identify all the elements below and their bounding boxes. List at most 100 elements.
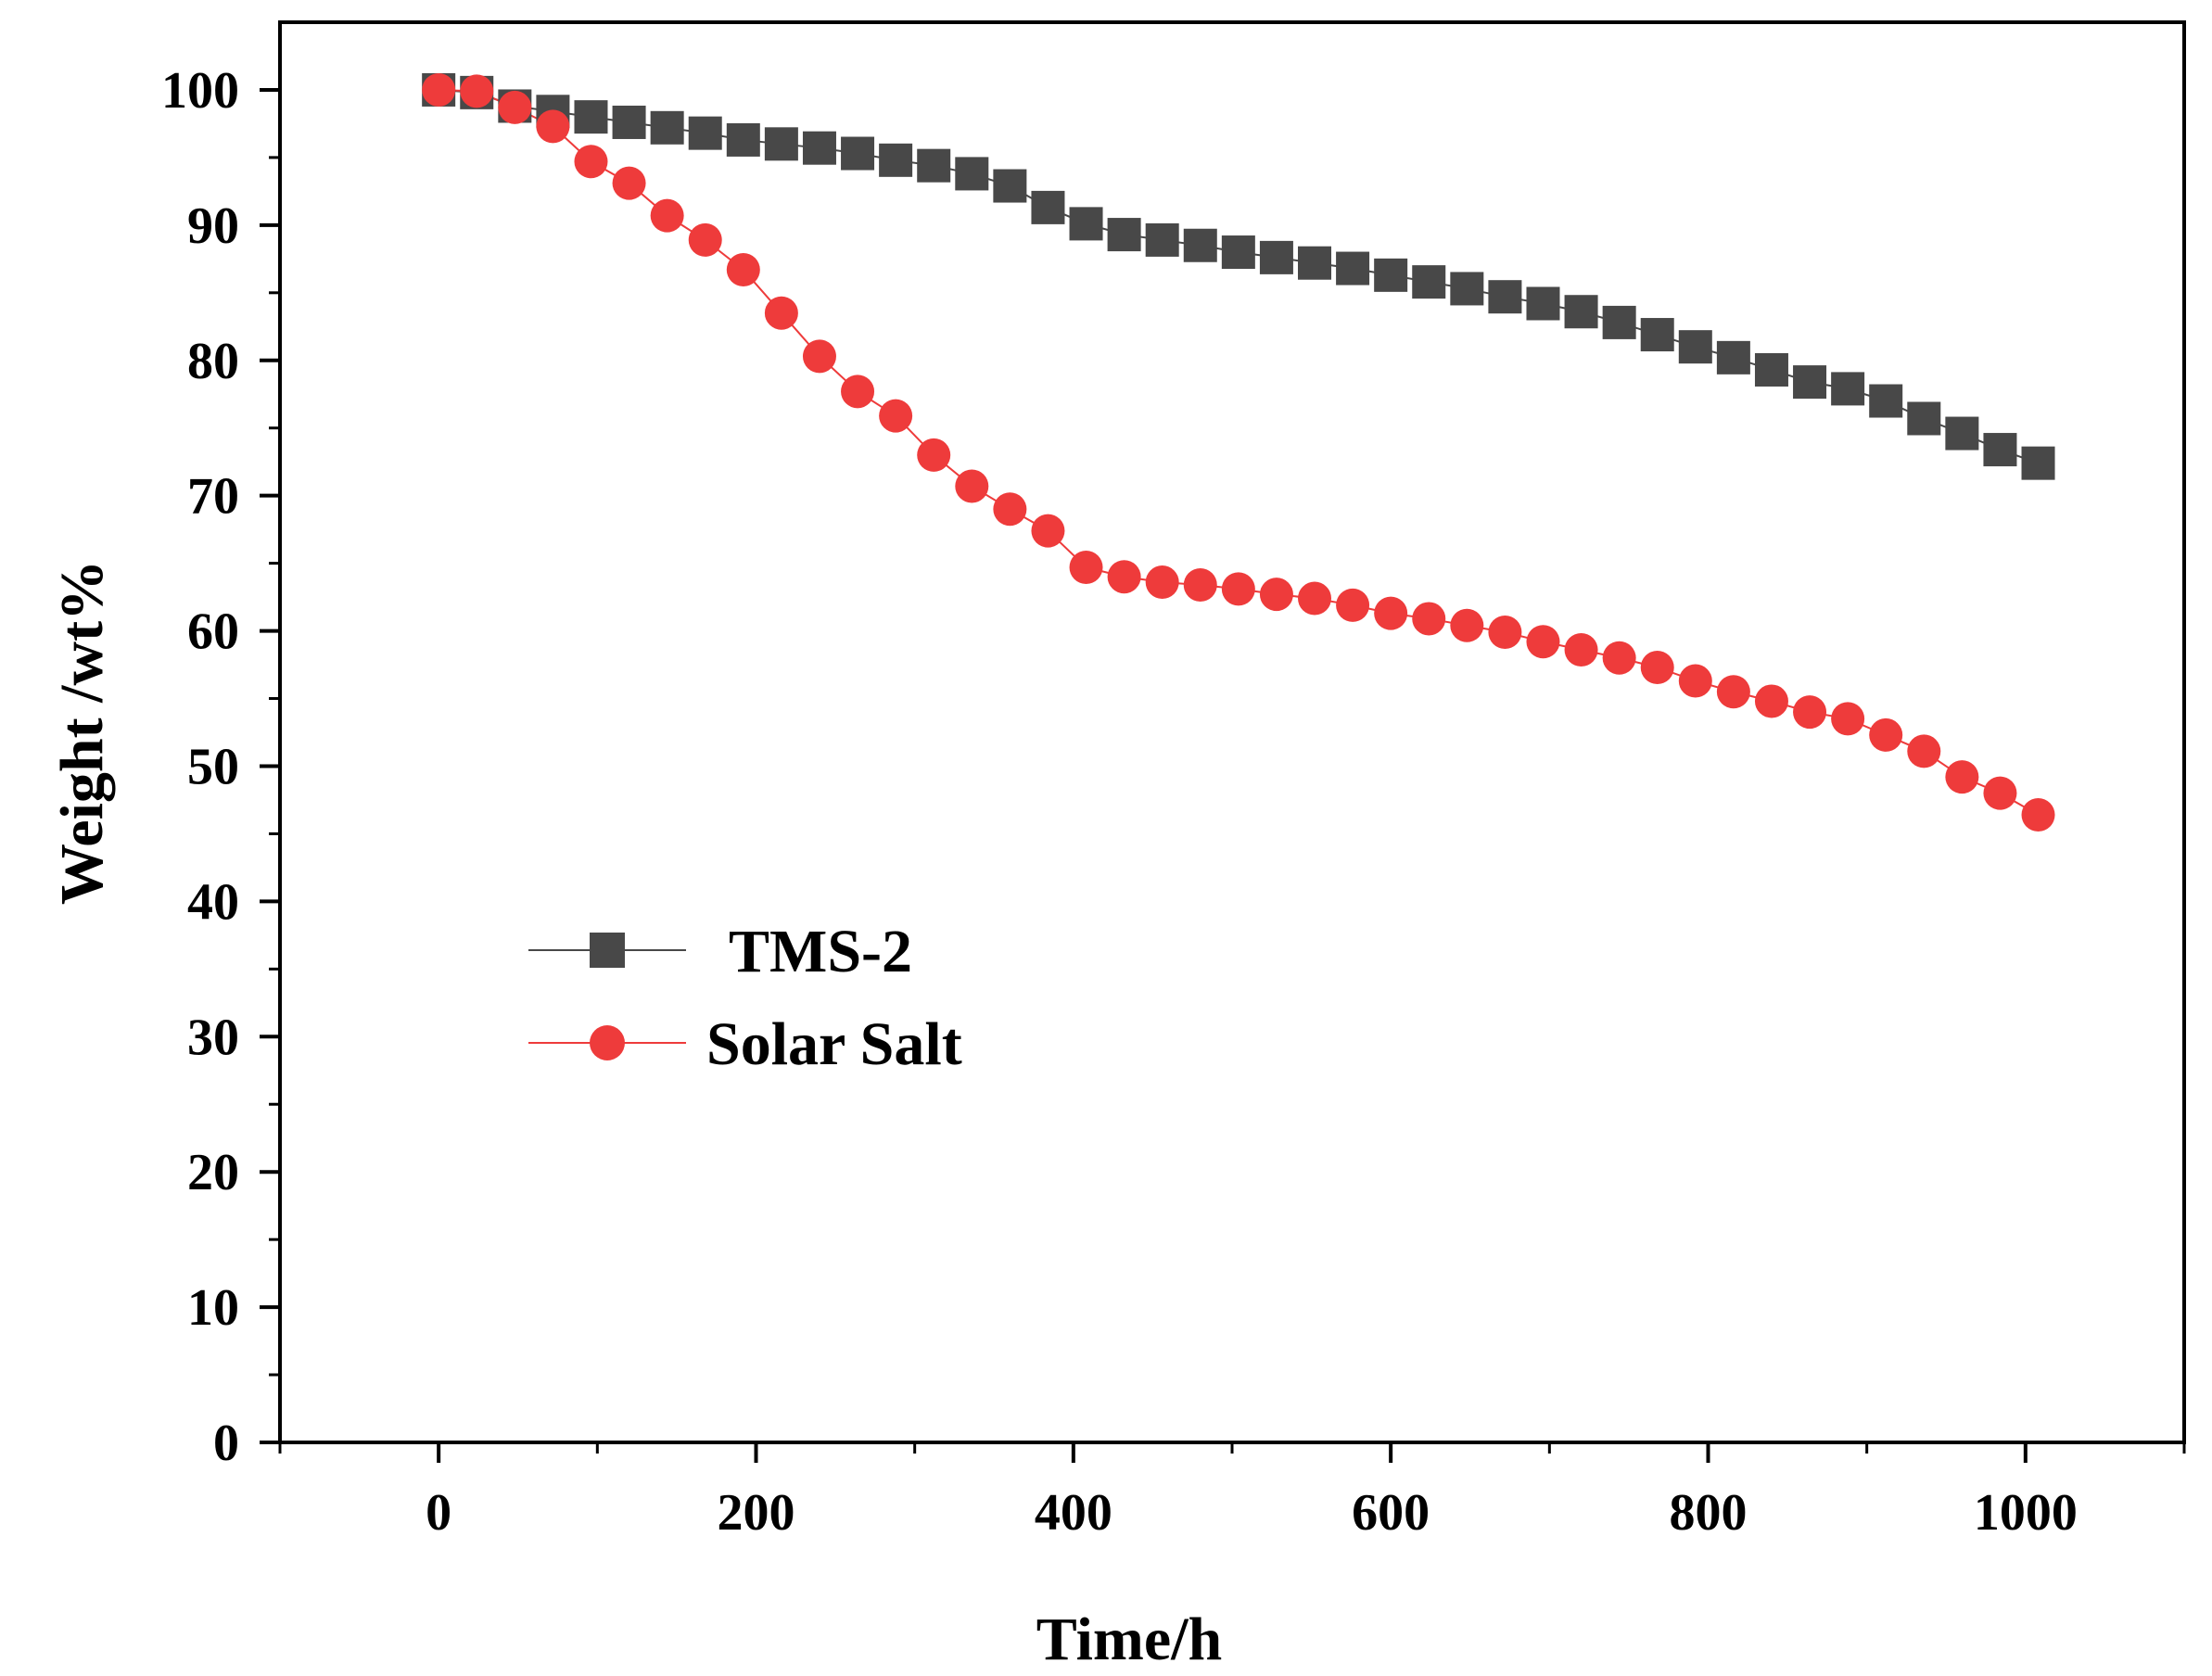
point-solar-salt <box>764 296 798 330</box>
x-tick-label: 200 <box>718 1484 795 1542</box>
series-markers <box>422 72 2055 832</box>
x-tick-label: 1000 <box>1974 1484 2078 1542</box>
series-line-tms-2 <box>439 88 2039 464</box>
point-solar-salt <box>1602 641 1636 675</box>
axis-ticks <box>260 87 2186 1463</box>
point-solar-salt <box>1564 632 1598 667</box>
point-tms-2 <box>955 157 989 191</box>
legend-marker-tms2 <box>590 933 625 968</box>
y-tick-label: 50 <box>187 738 239 795</box>
point-solar-salt <box>879 399 913 433</box>
legend-label-tms2: TMS-2 <box>729 918 912 985</box>
point-solar-salt <box>1450 608 1484 642</box>
tick-labels: 0 200 400 600 800 1000 0 10 20 30 40 50 60 70 80 90 100 <box>161 62 2078 1542</box>
x-tick-label: 800 <box>1670 1484 1748 1542</box>
point-tms-2 <box>1945 416 1979 451</box>
legend-marker-solar-salt <box>590 1025 625 1060</box>
point-tms-2 <box>802 131 836 165</box>
point-tms-2 <box>726 122 760 157</box>
point-tms-2 <box>688 116 722 150</box>
point-tms-2 <box>1336 251 1370 286</box>
point-solar-salt <box>1069 550 1103 584</box>
point-tms-2 <box>993 169 1027 203</box>
point-solar-salt <box>536 109 570 144</box>
point-solar-salt <box>1031 514 1065 548</box>
point-tms-2 <box>879 143 913 177</box>
point-tms-2 <box>1983 433 2017 467</box>
point-solar-salt <box>1374 596 1408 630</box>
point-solar-salt <box>917 438 951 472</box>
x-tick-label: 400 <box>1035 1484 1112 1542</box>
y-tick-label: 0 <box>213 1415 239 1472</box>
y-tick-label: 10 <box>187 1279 239 1337</box>
point-tms-2 <box>574 100 608 134</box>
legend: TMS-2 Solar Salt <box>528 918 962 1078</box>
point-solar-salt <box>612 166 646 200</box>
y-tick-label: 60 <box>187 603 239 661</box>
point-tms-2 <box>1412 265 1446 299</box>
y-tick-label: 40 <box>187 873 239 931</box>
point-tms-2 <box>2021 446 2055 480</box>
series-tms-2 <box>422 72 2055 480</box>
x-tick-label: 0 <box>426 1484 451 1542</box>
point-solar-salt <box>1107 560 1141 594</box>
point-solar-salt <box>2021 798 2055 832</box>
point-tms-2 <box>1107 218 1141 252</box>
point-tms-2 <box>1602 305 1636 339</box>
point-tms-2 <box>764 127 798 161</box>
point-solar-salt <box>1145 565 1179 600</box>
point-tms-2 <box>1031 190 1065 224</box>
point-solar-salt <box>1336 588 1370 622</box>
point-solar-salt <box>1221 572 1255 606</box>
point-solar-salt <box>1716 675 1750 709</box>
series-solar-salt <box>422 72 2055 832</box>
point-solar-salt <box>1831 702 1865 736</box>
x-tick-label: 600 <box>1352 1484 1430 1542</box>
point-tms-2 <box>1754 352 1788 387</box>
point-solar-salt <box>498 90 532 124</box>
point-solar-salt <box>1678 664 1712 698</box>
point-solar-salt <box>1869 717 1903 752</box>
point-solar-salt <box>1298 581 1332 616</box>
point-solar-salt <box>1183 567 1217 602</box>
x-axis-title: Time/h <box>1036 1606 1222 1673</box>
y-tick-label: 70 <box>187 468 239 526</box>
point-solar-salt <box>1945 760 1979 794</box>
point-tms-2 <box>1678 330 1712 364</box>
point-solar-salt <box>1488 616 1522 650</box>
point-solar-salt <box>1793 695 1827 730</box>
y-tick-label: 90 <box>187 197 239 255</box>
y-tick-label: 100 <box>161 62 239 120</box>
point-tms-2 <box>1831 372 1865 406</box>
point-tms-2 <box>1907 401 1941 436</box>
point-tms-2 <box>650 110 684 145</box>
point-tms-2 <box>1298 246 1332 280</box>
point-solar-salt <box>1983 776 2017 810</box>
point-tms-2 <box>1259 240 1293 274</box>
point-solar-salt <box>841 375 875 409</box>
point-solar-salt <box>993 492 1027 527</box>
point-solar-salt <box>650 198 684 233</box>
y-tick-label: 20 <box>187 1144 239 1201</box>
point-solar-salt <box>1412 602 1446 636</box>
point-solar-salt <box>1907 734 1941 768</box>
point-tms-2 <box>1716 340 1750 375</box>
point-tms-2 <box>1221 235 1255 270</box>
point-tms-2 <box>1564 295 1598 329</box>
point-tms-2 <box>1450 272 1484 306</box>
point-tms-2 <box>1526 286 1560 321</box>
point-solar-salt <box>802 339 836 374</box>
point-solar-salt <box>1526 625 1560 659</box>
point-solar-salt <box>1640 650 1674 684</box>
point-tms-2 <box>1640 318 1674 352</box>
point-solar-salt <box>955 469 989 503</box>
point-tms-2 <box>1183 228 1217 262</box>
point-solar-salt <box>726 253 760 287</box>
y-tick-label: 30 <box>187 1009 239 1066</box>
y-axis-title: Weight /wt% <box>48 560 116 905</box>
point-solar-salt <box>460 74 494 108</box>
point-tms-2 <box>1069 207 1103 241</box>
legend-label-solar-salt: Solar Salt <box>706 1010 962 1078</box>
point-tms-2 <box>1374 258 1408 292</box>
